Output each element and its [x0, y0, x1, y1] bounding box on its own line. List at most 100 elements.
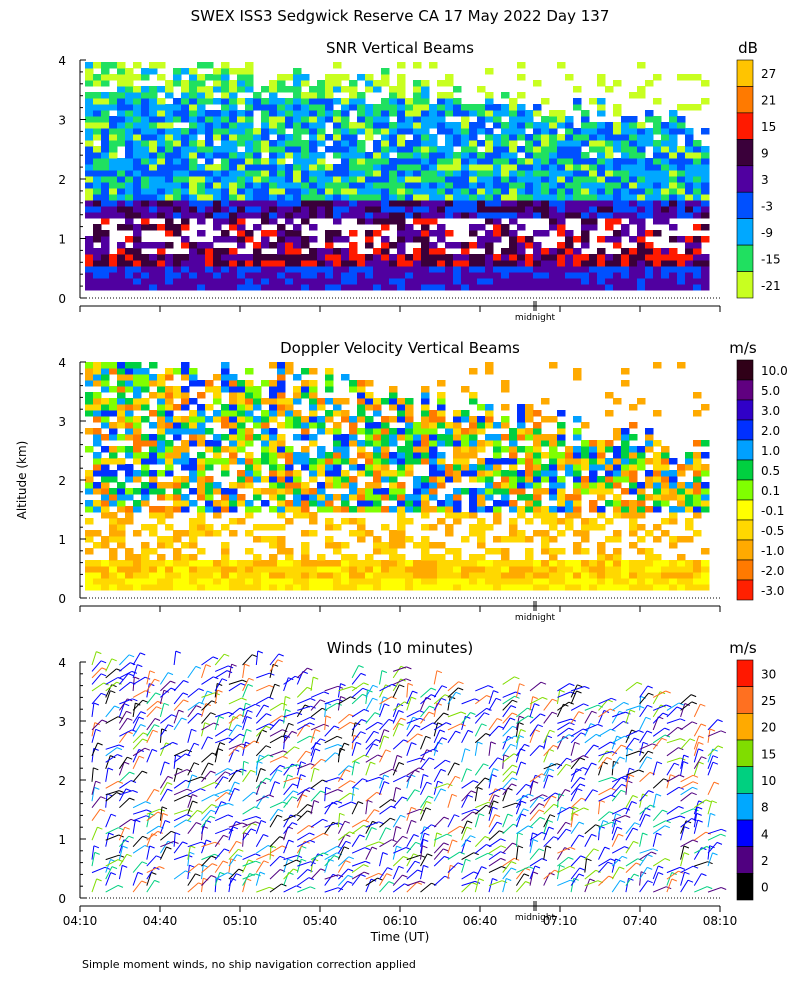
heatmap-cell: [461, 164, 470, 171]
wind-barb-flag: [129, 771, 135, 775]
heatmap-cell: [333, 566, 342, 573]
heatmap-cell: [109, 284, 118, 291]
wind-barb: [119, 835, 130, 848]
heatmap-cell: [573, 566, 582, 573]
heatmap-cell: [549, 170, 558, 177]
heatmap-cell: [173, 548, 182, 555]
heatmap-cell: [693, 242, 702, 249]
heatmap-cell: [405, 470, 414, 477]
heatmap-cell: [525, 410, 534, 417]
heatmap-cell: [429, 476, 438, 483]
heatmap-cell: [341, 434, 350, 441]
heatmap-cell: [253, 164, 262, 171]
heatmap-cell: [381, 398, 390, 405]
wind-barb-flag: [101, 692, 107, 696]
heatmap-cell: [301, 566, 310, 573]
wind-barb: [146, 683, 150, 698]
wind-barb-flag: [247, 709, 253, 713]
heatmap-cell: [277, 266, 286, 273]
wind-barb: [201, 794, 215, 802]
heatmap-cell: [581, 170, 590, 177]
heatmap-cell: [469, 416, 478, 423]
wind-barb: [132, 711, 142, 724]
heatmap-cell: [637, 158, 646, 165]
colorbar-swatch: [736, 218, 754, 246]
wind-barb-flag: [222, 776, 229, 780]
heatmap-cell: [133, 476, 142, 483]
heatmap-cell: [293, 248, 302, 255]
heatmap-cell: [573, 134, 582, 141]
heatmap-cell: [253, 146, 262, 153]
heatmap-cell: [421, 278, 430, 285]
heatmap-cell: [597, 104, 606, 111]
heatmap-cell: [93, 440, 102, 447]
heatmap-cell: [117, 158, 126, 165]
heatmap-cell: [549, 524, 558, 531]
heatmap-cell: [653, 98, 662, 105]
heatmap-cell: [661, 188, 670, 195]
heatmap-cell: [109, 122, 118, 129]
heatmap-cell: [405, 572, 414, 579]
heatmap-cell: [197, 116, 206, 123]
heatmap-cell: [693, 470, 702, 477]
heatmap-cell: [325, 212, 334, 219]
wind-barb: [187, 729, 192, 743]
heatmap-cell: [165, 116, 174, 123]
heatmap-cell: [205, 110, 214, 117]
heatmap-cell: [405, 500, 414, 507]
heatmap-cell: [573, 494, 582, 501]
heatmap-cell: [533, 482, 542, 489]
heatmap-cell: [325, 428, 334, 435]
heatmap-cell: [229, 428, 238, 435]
heatmap-cell: [597, 254, 606, 261]
heatmap-cell: [189, 464, 198, 471]
midnight-label: midnight: [515, 313, 556, 323]
heatmap-cell: [221, 464, 230, 471]
wind-barb-flag: [111, 658, 117, 662]
wind-barb: [105, 716, 119, 724]
heatmap-cell: [141, 440, 150, 447]
heatmap-cell: [165, 506, 174, 513]
heatmap-cell: [229, 578, 238, 585]
heatmap-cell: [533, 140, 542, 147]
heatmap-cell: [509, 530, 518, 537]
heatmap-cell: [613, 212, 622, 219]
wind-barb: [269, 883, 282, 893]
heatmap-cell: [325, 416, 334, 423]
heatmap-cell: [221, 380, 230, 387]
heatmap-cell: [205, 560, 214, 567]
heatmap-cell: [109, 536, 118, 543]
heatmap-cell: [317, 248, 326, 255]
heatmap-cell: [693, 206, 702, 213]
y-tick-label: 0: [58, 292, 66, 306]
heatmap-cell: [437, 554, 446, 561]
heatmap-cell: [509, 242, 518, 249]
heatmap-cell: [613, 242, 622, 249]
heatmap-cell: [109, 512, 118, 519]
heatmap-cell: [93, 500, 102, 507]
wind-barb-flag: [110, 690, 116, 694]
heatmap-cell: [613, 218, 622, 225]
heatmap-cell: [205, 128, 214, 135]
heatmap-cell: [213, 278, 222, 285]
wind-barb: [146, 813, 151, 828]
heatmap-cell: [101, 182, 110, 189]
heatmap-cell: [325, 482, 334, 489]
heatmap-cell: [101, 122, 110, 129]
heatmap-cell: [325, 92, 334, 99]
heatmap-cell: [109, 212, 118, 219]
heatmap-cell: [365, 560, 374, 567]
heatmap-cell: [405, 278, 414, 285]
heatmap-cell: [277, 572, 286, 579]
heatmap-cell: [133, 488, 142, 495]
heatmap-cell: [397, 134, 406, 141]
heatmap-cell: [253, 392, 262, 399]
wind-barb-flag: [94, 722, 100, 726]
heatmap-cell: [549, 152, 558, 159]
heatmap-cell: [285, 488, 294, 495]
heatmap-cell: [349, 440, 358, 447]
heatmap-cell: [629, 482, 638, 489]
heatmap-cell: [309, 458, 318, 465]
heatmap-cell: [445, 92, 454, 99]
heatmap-cell: [357, 500, 366, 507]
